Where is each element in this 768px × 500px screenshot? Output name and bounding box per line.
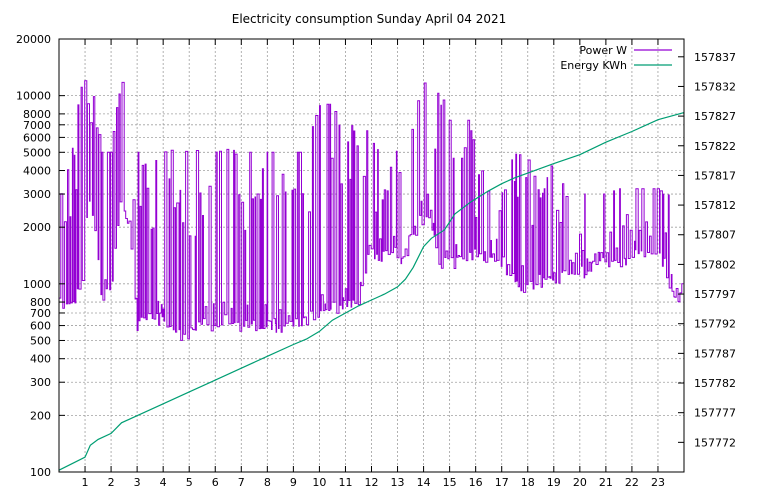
y-tick-label: 8000	[23, 108, 51, 121]
y2-tick-label: 157782	[694, 377, 736, 390]
y-tick-label: 3000	[23, 188, 51, 201]
y2-tick-label: 157817	[694, 169, 736, 182]
y2-tick-label: 157772	[694, 436, 736, 449]
legend: Power W Energy KWh	[560, 44, 672, 72]
x-tick-label: 22	[625, 476, 639, 489]
x-tick-label: 17	[495, 476, 509, 489]
power-series-line	[59, 80, 684, 341]
chart-title: Electricity consumption Sunday April 04 …	[232, 12, 507, 26]
y-tick-label: 6000	[23, 131, 51, 144]
y-tick-label: 200	[30, 409, 51, 422]
x-tick-label: 19	[547, 476, 561, 489]
y2-tick-label: 157827	[694, 110, 736, 123]
y-tick-label: 300	[30, 376, 51, 389]
y2-tick-label: 157777	[694, 407, 736, 420]
legend-label: Energy KWh	[560, 59, 627, 72]
x-tick-label: 2	[108, 476, 115, 489]
y2-tick-label: 157837	[694, 51, 736, 64]
y2-tick-label: 157787	[694, 347, 736, 360]
y-tick-label: 600	[30, 320, 51, 333]
y-tick-label: 700	[30, 307, 51, 320]
y2-tick-label: 157807	[694, 229, 736, 242]
y2-tick-label: 157802	[694, 258, 736, 271]
x-tick-label: 11	[338, 476, 352, 489]
y2-tick-label: 157797	[694, 288, 736, 301]
x-tick-label: 21	[599, 476, 613, 489]
y-tick-label: 7000	[23, 119, 51, 132]
x-tick-label: 7	[238, 476, 245, 489]
y-tick-label: 100	[30, 466, 51, 479]
y-tick-label: 800	[30, 296, 51, 309]
y-tick-label: 5000	[23, 146, 51, 159]
x-tick-label: 14	[417, 476, 431, 489]
x-tick-label: 15	[443, 476, 457, 489]
legend-label: Power W	[579, 44, 627, 57]
y-tick-label: 1000	[23, 278, 51, 291]
series-layer	[58, 80, 685, 471]
x-tick-label: 5	[186, 476, 193, 489]
y-tick-label: 4000	[23, 165, 51, 178]
y2-tick-label: 157832	[694, 80, 736, 93]
y-tick-label: 2000	[23, 221, 51, 234]
x-tick-label: 12	[365, 476, 379, 489]
x-tick-label: 4	[160, 476, 167, 489]
x-tick-label: 6	[212, 476, 219, 489]
x-tick-label: 18	[521, 476, 535, 489]
x-tick-label: 20	[573, 476, 587, 489]
x-tick-label: 10	[312, 476, 326, 489]
y-tick-label: 400	[30, 353, 51, 366]
x-tick-label: 8	[264, 476, 271, 489]
y2-tick-label: 157792	[694, 318, 736, 331]
y2-tick-label: 157822	[694, 140, 736, 153]
x-tick-label: 16	[469, 476, 483, 489]
x-tick-label: 3	[134, 476, 141, 489]
y-tick-label: 500	[30, 334, 51, 347]
x-tick-label: 23	[651, 476, 665, 489]
x-tick-label: 1	[82, 476, 89, 489]
y2-tick-label: 157812	[694, 199, 736, 212]
energy-series-line	[58, 112, 685, 471]
x-tick-label: 9	[290, 476, 297, 489]
y-tick-label: 10000	[16, 90, 51, 103]
y-tick-label: 20000	[16, 33, 51, 46]
x-tick-label: 13	[391, 476, 405, 489]
